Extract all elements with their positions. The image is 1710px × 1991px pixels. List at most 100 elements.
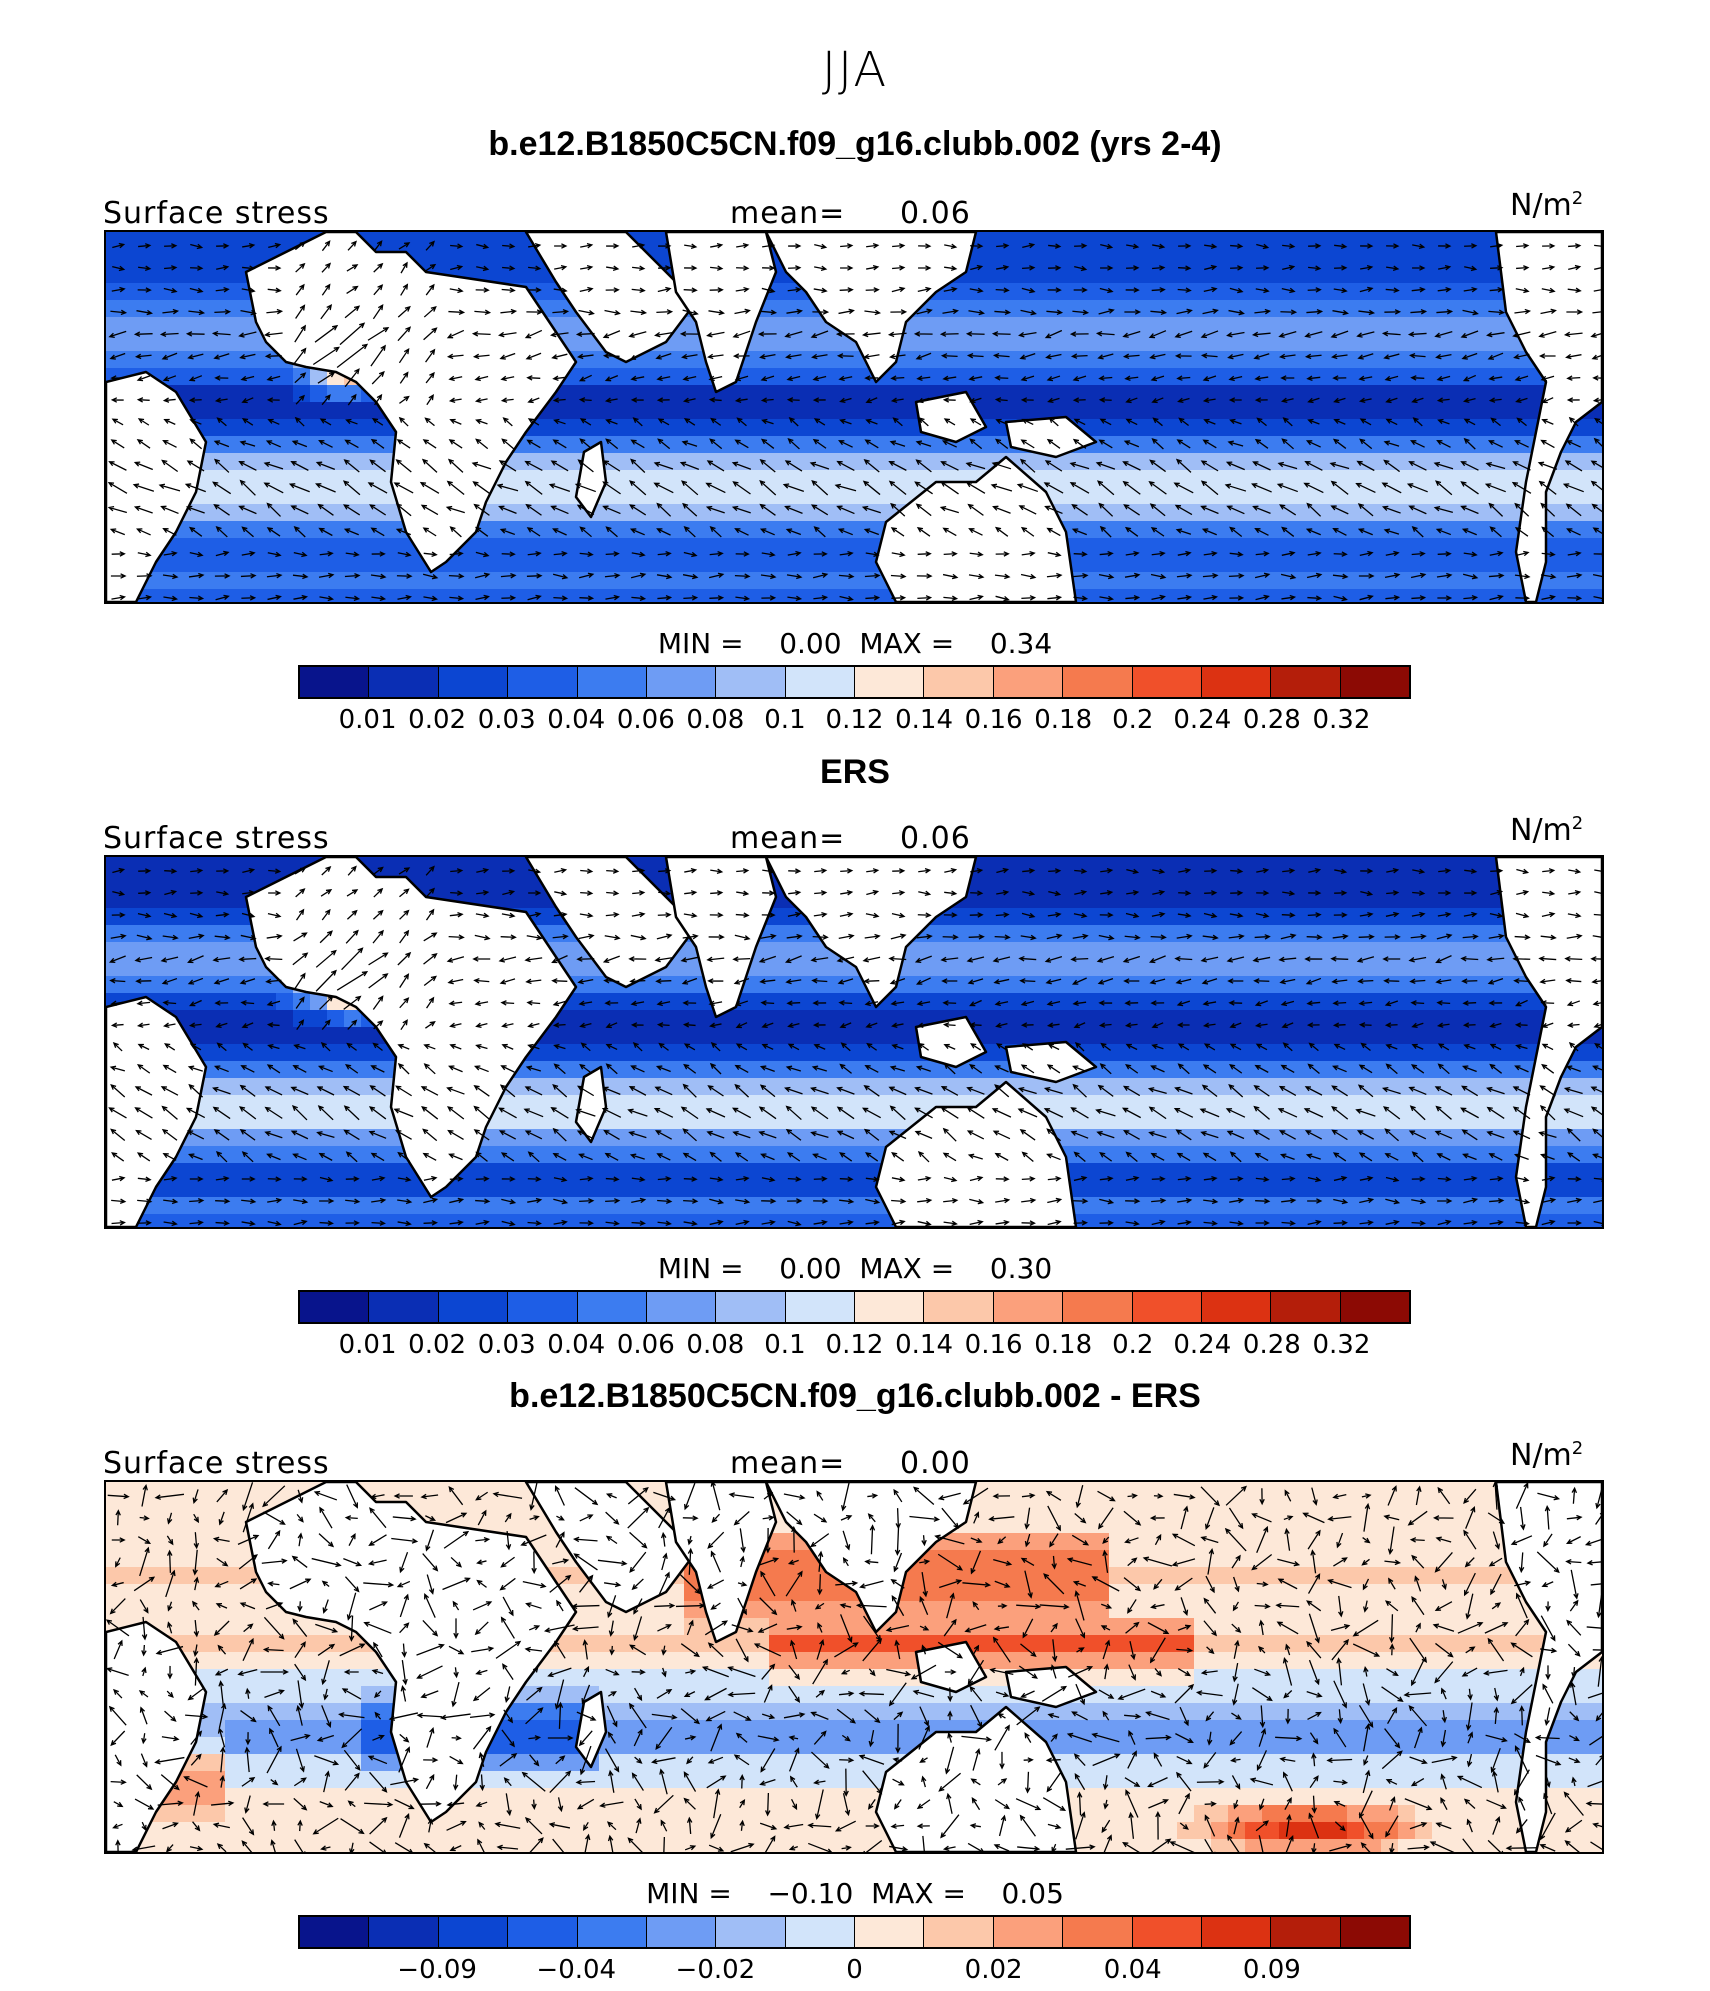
field-cell (344, 1197, 362, 1215)
field-cell (514, 589, 532, 602)
stress-arrow (917, 595, 933, 601)
field-cell (1143, 1129, 1161, 1147)
stress-arrow (184, 483, 206, 493)
field-cell (735, 1146, 753, 1164)
field-cell (667, 487, 685, 505)
field-cell (1517, 385, 1535, 403)
stress-arrow (734, 528, 749, 536)
field-cell (1466, 942, 1484, 960)
field-cell (582, 368, 600, 386)
field-cell (480, 555, 498, 573)
stress-arrow (1460, 481, 1479, 495)
stress-arrow (239, 440, 256, 447)
field-cell (208, 283, 226, 301)
field-cell (259, 1163, 277, 1181)
field-cell (1432, 874, 1450, 892)
stress-arrow (525, 352, 542, 360)
stress-arrow (185, 331, 205, 337)
stress-arrow (267, 594, 282, 601)
field-cell (429, 572, 447, 590)
field-cell (1024, 232, 1042, 250)
field-cell (174, 1214, 192, 1227)
field-cell (973, 1061, 991, 1079)
field-cell (208, 1214, 226, 1227)
stress-arrow (1593, 551, 1602, 557)
stress-arrow (995, 551, 1010, 557)
field-cell (1194, 1112, 1212, 1130)
stress-arrow (939, 505, 959, 514)
stress-arrow (891, 595, 907, 601)
field-cell (344, 1146, 362, 1164)
field-cell (1228, 925, 1246, 943)
field-cell (905, 419, 923, 437)
field-cell (242, 521, 260, 539)
field-cell (1041, 317, 1059, 335)
stress-arrow (1540, 439, 1555, 449)
field-cell (1126, 555, 1144, 573)
field-cell (293, 470, 311, 488)
stress-arrow (1281, 438, 1294, 450)
stress-arrow (580, 242, 594, 249)
panel-2-units: N/m2 (1510, 813, 1584, 848)
field-cell (276, 993, 294, 1011)
stress-arrow (1253, 353, 1270, 360)
field-cell (1500, 1061, 1518, 1079)
field-cell (990, 317, 1008, 335)
stress-arrow (1021, 595, 1037, 601)
field-cell (735, 1095, 753, 1113)
stress-arrow (579, 551, 594, 557)
field-cell (123, 317, 141, 335)
field-cell (1415, 487, 1433, 505)
field-cell (1347, 908, 1365, 926)
field-cell (1126, 1095, 1144, 1113)
field-cell (174, 300, 192, 318)
stress-arrow (1566, 375, 1581, 381)
field-cell (276, 1027, 294, 1045)
field-cell (1296, 453, 1314, 471)
field-cell (1381, 959, 1399, 977)
field-cell (854, 1112, 872, 1130)
field-cell (1364, 1163, 1382, 1181)
field-cell (1568, 1146, 1586, 1164)
field-cell (531, 453, 549, 471)
field-cell (1092, 891, 1110, 909)
stress-arrow (760, 397, 774, 403)
stress-arrow (840, 243, 854, 249)
field-cell (208, 555, 226, 573)
field-cell (1228, 976, 1246, 994)
field-shading (106, 857, 1602, 1227)
stress-arrow (1334, 868, 1348, 875)
field-cell (1041, 283, 1059, 301)
field-cell (1381, 351, 1399, 369)
field-cell (1109, 419, 1127, 437)
field-cell (1041, 1095, 1059, 1113)
stress-arrow (1073, 595, 1089, 602)
field-cell (1500, 521, 1518, 539)
field-cell (599, 1163, 617, 1181)
stress-arrow (268, 890, 282, 896)
field-cell (497, 249, 515, 267)
field-cell (1262, 419, 1280, 437)
stress-arrow (759, 459, 776, 473)
stress-arrow (1410, 572, 1427, 579)
field-cell (1330, 351, 1348, 369)
field-cell (1466, 538, 1484, 556)
field-cell (1432, 925, 1450, 943)
stress-arrow (708, 375, 723, 382)
stress-arrow (525, 503, 542, 516)
field-cell (463, 1214, 481, 1227)
stress-arrow (1126, 265, 1140, 271)
field-cell (837, 487, 855, 505)
stress-arrow (1099, 287, 1114, 294)
field-cell (242, 1078, 260, 1096)
stress-arrow (838, 573, 855, 580)
field-cell (1330, 1095, 1348, 1113)
field-cell (1160, 942, 1178, 960)
stress-arrow (969, 594, 984, 601)
stress-arrow (314, 324, 339, 343)
stress-arrow (475, 594, 490, 601)
field-cell (1177, 351, 1195, 369)
stress-arrow (1381, 482, 1402, 494)
stress-arrow (1434, 331, 1453, 338)
field-cell (1432, 504, 1450, 522)
